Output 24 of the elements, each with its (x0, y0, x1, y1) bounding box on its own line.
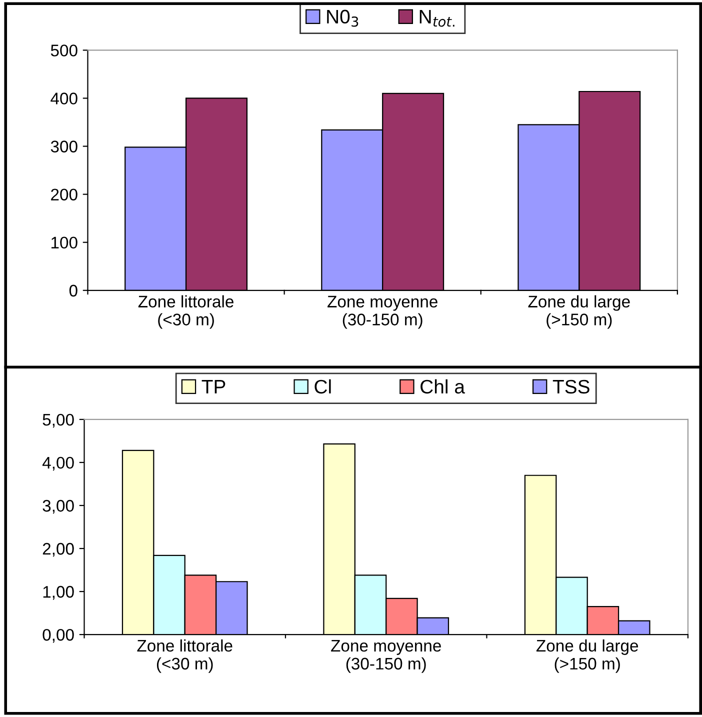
legend-label: TP (202, 380, 226, 394)
y-tick-label: 5,00 (42, 414, 74, 428)
legend-label: N0$_{3}$ (327, 10, 358, 27)
y-tick-label: 400 (50, 92, 78, 104)
x-tick-label: Zone littorale (<30 m) (137, 639, 232, 673)
x-tick-label: Zone du large (>150 m) (536, 639, 638, 673)
y-tick-label: 0,00 (42, 628, 74, 643)
y-tick-label: 4,00 (42, 456, 74, 471)
x-tick-label: Zone moyenne (30-150 m) (328, 296, 438, 329)
legend-label: N$_{tot.}$ (420, 10, 454, 27)
y-tick-label: 0 (69, 284, 78, 297)
y-tick-label: 200 (51, 188, 78, 201)
legend-label: Cl (314, 379, 331, 394)
y-tick-label: 2,00 (42, 542, 74, 557)
y-tick-label: 500 (50, 44, 78, 56)
y-tick-label: 3,00 (42, 500, 74, 514)
legend-label: TSS (552, 380, 590, 394)
y-tick-label: 300 (50, 140, 78, 152)
x-tick-label: Zone littorale (<30 m) (138, 295, 234, 329)
legend-label: Chl a (420, 379, 465, 394)
y-tick-label: 100 (51, 236, 78, 249)
x-tick-label: Zone moyenne (30-150 m) (331, 640, 441, 673)
y-tick-label: 1,00 (43, 586, 74, 600)
x-tick-label: Zone du large (>150 m) (528, 295, 630, 329)
